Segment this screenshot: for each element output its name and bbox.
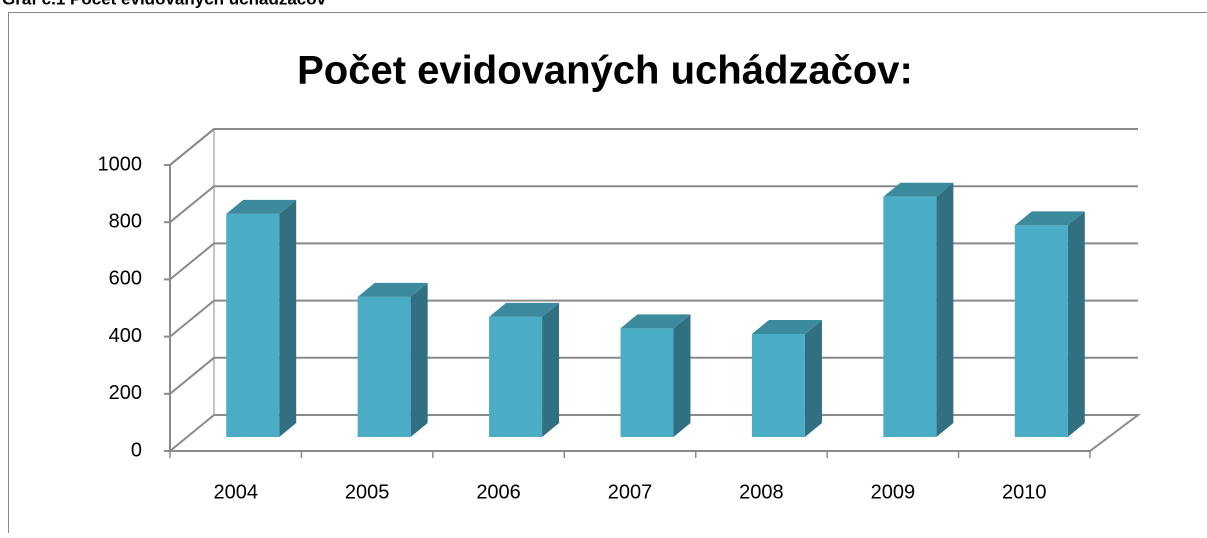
- bar: [358, 283, 428, 437]
- bar: [489, 303, 559, 437]
- figure-caption: Graf č.1 Počet evidovaných uchádzačov: [2, 0, 327, 8]
- y-tick-label: 800: [109, 210, 142, 232]
- x-tick-label: 2008: [739, 481, 784, 503]
- bar-side: [279, 200, 296, 437]
- y-tick-label: 0: [131, 439, 142, 461]
- x-tick-label: 2006: [476, 481, 521, 503]
- bar-side: [411, 283, 428, 437]
- bar-side: [542, 303, 559, 437]
- bar: [752, 320, 822, 437]
- bar-front: [883, 197, 936, 437]
- bar-front: [1015, 225, 1068, 437]
- y-tick-label: 400: [109, 325, 142, 347]
- y-tick-label: 1000: [98, 153, 143, 175]
- chart-title: Počet evidovaných uchádzačov:: [297, 49, 913, 93]
- bar: [1015, 211, 1085, 437]
- bar-front: [621, 328, 674, 437]
- bar: [226, 200, 296, 437]
- bar-side: [674, 314, 691, 437]
- x-tick-label: 2004: [213, 481, 258, 503]
- x-tick-label: 2005: [345, 481, 390, 503]
- bar-front: [489, 317, 542, 437]
- bar-front: [358, 297, 411, 437]
- y-tick-label: 200: [109, 382, 142, 404]
- bar-side: [1068, 211, 1085, 437]
- x-tick-label: 2007: [608, 481, 653, 503]
- bar-front: [752, 334, 805, 437]
- bar-side: [936, 183, 953, 437]
- bar-side: [805, 320, 822, 437]
- x-tick-label: 2010: [1002, 481, 1047, 503]
- bar: [883, 183, 953, 437]
- bar: [621, 314, 691, 437]
- bar-front: [226, 214, 279, 437]
- y-tick-label: 600: [109, 268, 142, 290]
- x-tick-label: 2009: [871, 481, 916, 503]
